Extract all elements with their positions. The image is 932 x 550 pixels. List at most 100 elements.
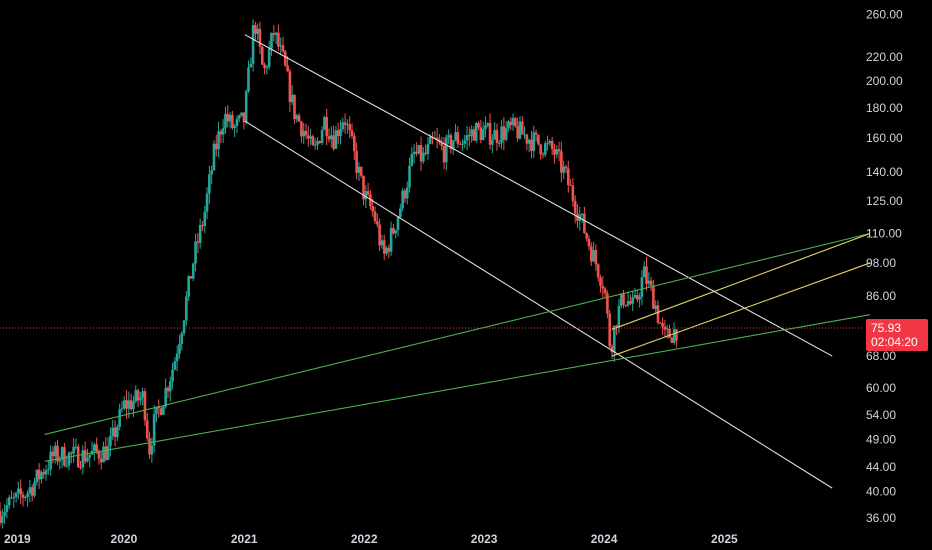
candle-body — [647, 280, 651, 284]
candle-body — [608, 313, 611, 347]
candle-body — [5, 505, 9, 512]
candle-body — [465, 135, 469, 141]
candle — [122, 396, 126, 411]
candle — [72, 438, 75, 463]
candle-body — [118, 409, 121, 427]
candle — [341, 117, 345, 133]
candle-body — [297, 115, 301, 122]
candle-body — [293, 94, 296, 120]
candle-body — [378, 224, 381, 246]
candle-body — [511, 117, 515, 126]
candle — [553, 143, 556, 164]
candle-body — [178, 344, 181, 354]
candle — [380, 234, 384, 249]
candle-body — [659, 322, 662, 324]
candle-body — [136, 390, 140, 401]
candle-body — [514, 117, 517, 127]
candle-body — [104, 446, 108, 460]
candle-body — [396, 217, 400, 231]
candle — [240, 112, 243, 117]
candles-layer — [0, 19, 678, 529]
candle — [237, 114, 241, 122]
candle-body — [488, 123, 492, 145]
candle — [629, 294, 632, 306]
candle-body — [189, 276, 193, 279]
candle-body — [88, 454, 92, 458]
channel-lower-line[interactable] — [244, 120, 833, 489]
price-tick-label: 98.00 — [866, 256, 896, 270]
candle — [267, 40, 271, 70]
candle — [272, 25, 276, 42]
candle — [560, 141, 563, 183]
candle-body — [175, 353, 179, 362]
candle-body — [364, 191, 368, 200]
candle-body — [447, 135, 450, 138]
candle — [378, 218, 381, 252]
candle — [12, 492, 16, 508]
candle — [325, 108, 329, 146]
candle-body — [254, 25, 257, 34]
candle — [355, 142, 358, 180]
candle — [458, 140, 462, 145]
candle — [488, 113, 492, 150]
candle — [474, 121, 478, 144]
candle-body — [3, 511, 6, 517]
candle-body — [267, 48, 271, 67]
candle-body — [159, 408, 163, 415]
candle — [175, 345, 179, 372]
candle-body — [532, 132, 536, 152]
candle — [387, 244, 391, 259]
candle — [53, 441, 57, 464]
candle-body — [51, 451, 55, 457]
candle — [293, 94, 296, 124]
candle-body — [251, 25, 255, 64]
candle — [456, 125, 460, 149]
pitch-lower-line[interactable] — [611, 262, 871, 357]
candle-body — [95, 444, 98, 452]
candle — [675, 328, 678, 348]
time-tick-label: 2019 — [4, 532, 31, 546]
candle — [511, 113, 515, 131]
candle-body — [240, 112, 243, 116]
candle — [44, 464, 48, 481]
candle — [226, 105, 230, 128]
candle-body — [210, 170, 213, 175]
candle-body — [518, 121, 522, 139]
candle — [14, 491, 18, 503]
candle — [0, 501, 2, 526]
candle-body — [70, 452, 73, 454]
candle-body — [369, 194, 372, 207]
candle — [17, 481, 20, 500]
candle-body — [334, 130, 338, 149]
price-tick-label: 160.00 — [866, 131, 903, 145]
candle-body — [571, 185, 575, 201]
candle-body — [1, 516, 4, 523]
candle — [640, 270, 644, 306]
price-axis[interactable]: 260.00 220.00 200.00 180.00 160.00 140.00 125.… — [866, 7, 903, 525]
candle-body — [481, 129, 485, 141]
fan-upper-line[interactable] — [44, 232, 871, 435]
candle-body — [537, 134, 540, 145]
candle-body — [534, 132, 538, 135]
candle — [451, 139, 455, 155]
candle — [532, 125, 536, 159]
candle-body — [81, 450, 85, 468]
channel-upper-line[interactable] — [244, 34, 833, 357]
fan-lower-line[interactable] — [44, 314, 871, 462]
candle-body — [180, 333, 184, 345]
candle-body — [228, 114, 232, 122]
candle — [392, 223, 395, 235]
time-axis[interactable]: 2019 2020 2021 2022 2023 2024 2025 — [4, 532, 738, 546]
candle-body — [249, 63, 253, 68]
candle — [557, 141, 561, 162]
candle-body — [408, 165, 411, 188]
candle-body — [477, 123, 480, 128]
candle — [638, 292, 641, 308]
candle — [70, 451, 73, 464]
candle — [357, 162, 361, 181]
candle — [445, 134, 448, 170]
pitch-upper-line[interactable] — [611, 232, 871, 330]
candle-body — [24, 497, 27, 499]
candle — [454, 123, 457, 142]
